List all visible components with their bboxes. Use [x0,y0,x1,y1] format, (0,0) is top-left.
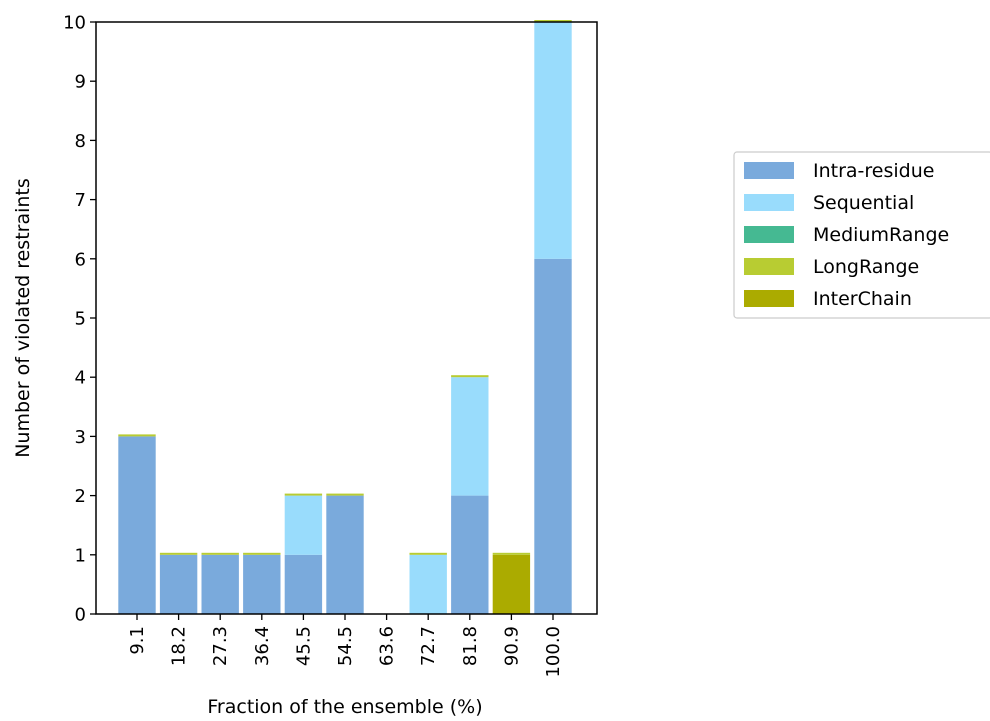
x-tick-label: 36.4 [252,626,273,666]
bar-segment-intra-residue-27.3 [201,554,239,614]
x-axis-label: Fraction of the ensemble (%) [207,696,482,718]
bar-segment-sequential-100.0 [534,22,572,259]
x-tick-label: 45.5 [293,626,314,666]
x-tick-label: 18.2 [169,626,190,666]
y-tick-label: 9 [75,72,86,93]
x-tick-label: 90.9 [501,626,522,666]
bar-segment-sequential-72.7 [409,554,447,614]
y-tick-label: 5 [75,309,86,330]
y-tick-label: 2 [75,486,86,507]
legend-frame [733,151,990,319]
bar-segment-intra-residue-36.4 [243,554,281,614]
y-tick-label: 10 [63,13,86,34]
legend: Intra-residue Sequential MediumRange LongRa… [733,151,990,319]
legend-label-sequential: Sequential [813,192,914,214]
y-tick-label: 6 [75,249,86,270]
x-tick-label: 9.1 [127,626,148,655]
bar-cap-9.1 [118,434,156,437]
bar-cap-90.9 [492,552,531,555]
x-tick-label: 27.3 [210,626,231,666]
bar-segment-intra-residue-100.0 [534,258,572,614]
legend-swatch-interchain [744,290,794,307]
bar-cap-100.0 [534,20,572,22]
y-tick-label: 4 [75,368,86,389]
bar-cap-72.7 [409,552,447,555]
legend-label-intra-residue: Intra-residue [813,160,934,182]
bar-segment-sequential-81.8 [451,377,489,496]
y-tick-label: 1 [75,545,86,566]
y-tick-label: 7 [75,190,86,211]
x-tick-label: 100.0 [543,626,564,678]
y-axis: 0 1 2 3 4 5 6 7 8 9 10 [63,13,96,626]
y-axis-label: Number of violated restraints [12,178,34,458]
legend-swatch-intra-residue [744,162,794,179]
legend-label-mediumrange: MediumRange [813,224,949,246]
bar-cap-45.5 [284,493,323,496]
x-tick-label: 81.8 [460,626,481,666]
legend-swatch-mediumrange [744,226,794,243]
bar-cap-54.5 [326,493,364,496]
bar-cap-36.4 [243,552,281,555]
x-tick-label: 54.5 [335,626,356,666]
x-tick-label: 63.6 [377,626,398,666]
x-axis: 9.1 18.2 27.3 36.4 45.5 54.5 63.6 72.7 81.8 90.9 1… [127,614,564,678]
bar-segment-intra-residue-45.5 [284,554,323,614]
y-tick-label: 0 [75,605,86,626]
bar-segment-intra-residue-81.8 [451,495,489,614]
bar-segment-intra-residue-54.5 [326,495,364,614]
bar-segment-intra-residue-9.1 [118,436,156,614]
y-tick-label: 8 [75,131,86,152]
x-tick-label: 72.7 [418,626,439,666]
legend-label-longrange: LongRange [813,256,919,278]
bar-segment-intra-residue-18.2 [159,554,198,614]
bar-segment-interchain-90.9 [492,554,531,614]
legend-label-interchain: InterChain [813,288,912,310]
bar-cap-27.3 [201,552,239,555]
y-tick-label: 3 [75,427,86,448]
legend-swatch-sequential [744,194,794,211]
bar-cap-81.8 [451,375,489,378]
legend-swatch-longrange [744,258,794,275]
bar-cap-18.2 [159,552,198,555]
bar-segment-sequential-45.5 [284,495,323,555]
bars-layer [118,20,572,614]
